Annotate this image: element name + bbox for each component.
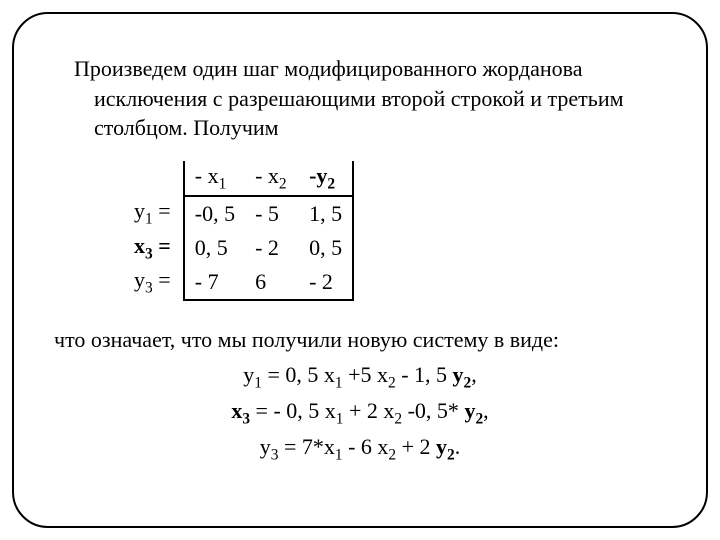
equation-block: y1 = 0, 5 x1 +5 x2 - 1, 5 y2, x3 = - 0, … (54, 359, 666, 466)
eq-line-2: x3 = - 0, 5 x1 + 2 x2 -0, 5* y2, (54, 395, 666, 431)
header-c2: - x2 (245, 161, 299, 196)
table-wrapper: - x1 - x2 -y2 y1 = -0, 5 - 5 1, 5 x3 = 0… (124, 161, 666, 301)
row2-label: x3 = (124, 231, 184, 265)
eq-line-1: y1 = 0, 5 x1 +5 x2 - 1, 5 y2, (54, 359, 666, 395)
conclusion-text: что означает, что мы получили новую сист… (54, 325, 666, 356)
row3-label: y3 = (124, 265, 184, 299)
r2c2: - 2 (245, 231, 299, 265)
header-c3: -y2 (299, 161, 353, 196)
intro-text: Произведем один шаг модифицированного жо… (74, 54, 666, 143)
jordan-table: - x1 - x2 -y2 y1 = -0, 5 - 5 1, 5 x3 = 0… (124, 161, 354, 301)
r1c2: - 5 (245, 196, 299, 230)
table-row: y3 = - 7 6 - 2 (124, 265, 353, 299)
r3c1: - 7 (184, 265, 245, 299)
r1c3: 1, 5 (299, 196, 353, 230)
header-c1: - x1 (184, 161, 245, 196)
table-row: x3 = 0, 5 - 2 0, 5 (124, 231, 353, 265)
table-header-row: - x1 - x2 -y2 (124, 161, 353, 196)
header-empty (124, 161, 184, 196)
r3c2: 6 (245, 265, 299, 299)
row1-label: y1 = (124, 196, 184, 230)
r1c1: -0, 5 (184, 196, 245, 230)
r2c3: 0, 5 (299, 231, 353, 265)
eq-line-3: y3 = 7*x1 - 6 x2 + 2 y2. (54, 431, 666, 467)
r3c3: - 2 (299, 265, 353, 299)
slide-frame: Произведем один шаг модифицированного жо… (12, 12, 708, 528)
table-row: y1 = -0, 5 - 5 1, 5 (124, 196, 353, 230)
r2c1: 0, 5 (184, 231, 245, 265)
